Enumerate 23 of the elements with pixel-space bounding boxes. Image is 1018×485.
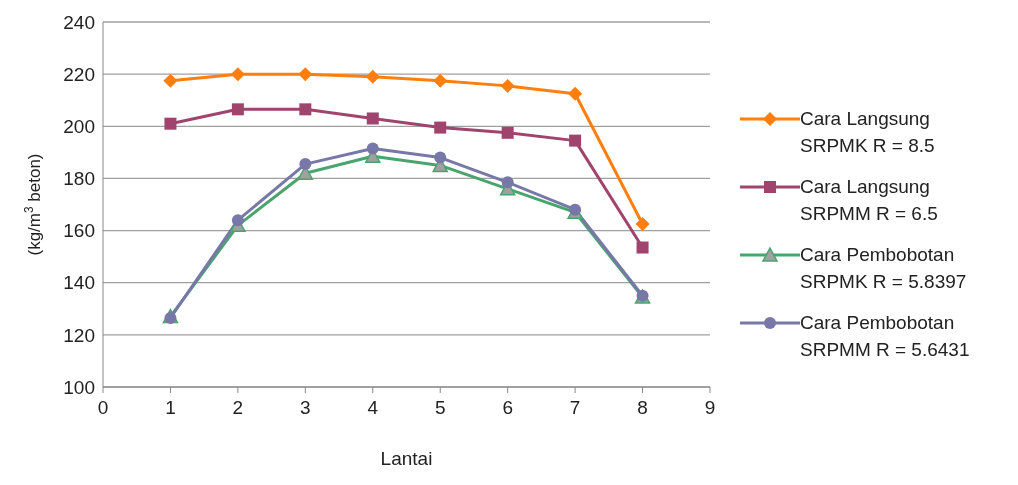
x-tick-label: 6 [502,397,513,419]
y-tick-label: 220 [63,63,95,85]
x-tick-label: 1 [165,397,176,419]
x-tick-label: 0 [97,397,109,419]
x-tick-label: 4 [367,397,379,419]
legend-label: Cara Pembobotan SRPMM R = 5.6431 [800,310,970,362]
x-tick-label: 5 [434,397,446,419]
x-tick-label: 3 [300,397,311,419]
y-tick-label: 180 [63,168,95,190]
y-tick-label: 100 [63,376,95,398]
y-tick-label: 160 [63,220,95,242]
x-axis-title: Lantai [380,448,433,469]
y-tick-label: 240 [63,11,95,33]
y-tick-label: 120 [63,324,95,346]
legend-label: Cara Pembobotan SRPMK R = 5.8397 [800,242,967,294]
x-tick-label: 2 [232,397,244,419]
x-tick-label: 9 [704,397,716,419]
x-tick-label: 7 [569,397,581,419]
x-tick-label: 8 [637,397,648,419]
y-tick-label: 140 [63,272,95,294]
legend-label: Cara Langsung SRPMM R = 6.5 [800,174,938,226]
legend-label: Cara Langsung SRPMK R = 8.5 [800,106,935,158]
y-tick-label: 200 [63,116,95,138]
